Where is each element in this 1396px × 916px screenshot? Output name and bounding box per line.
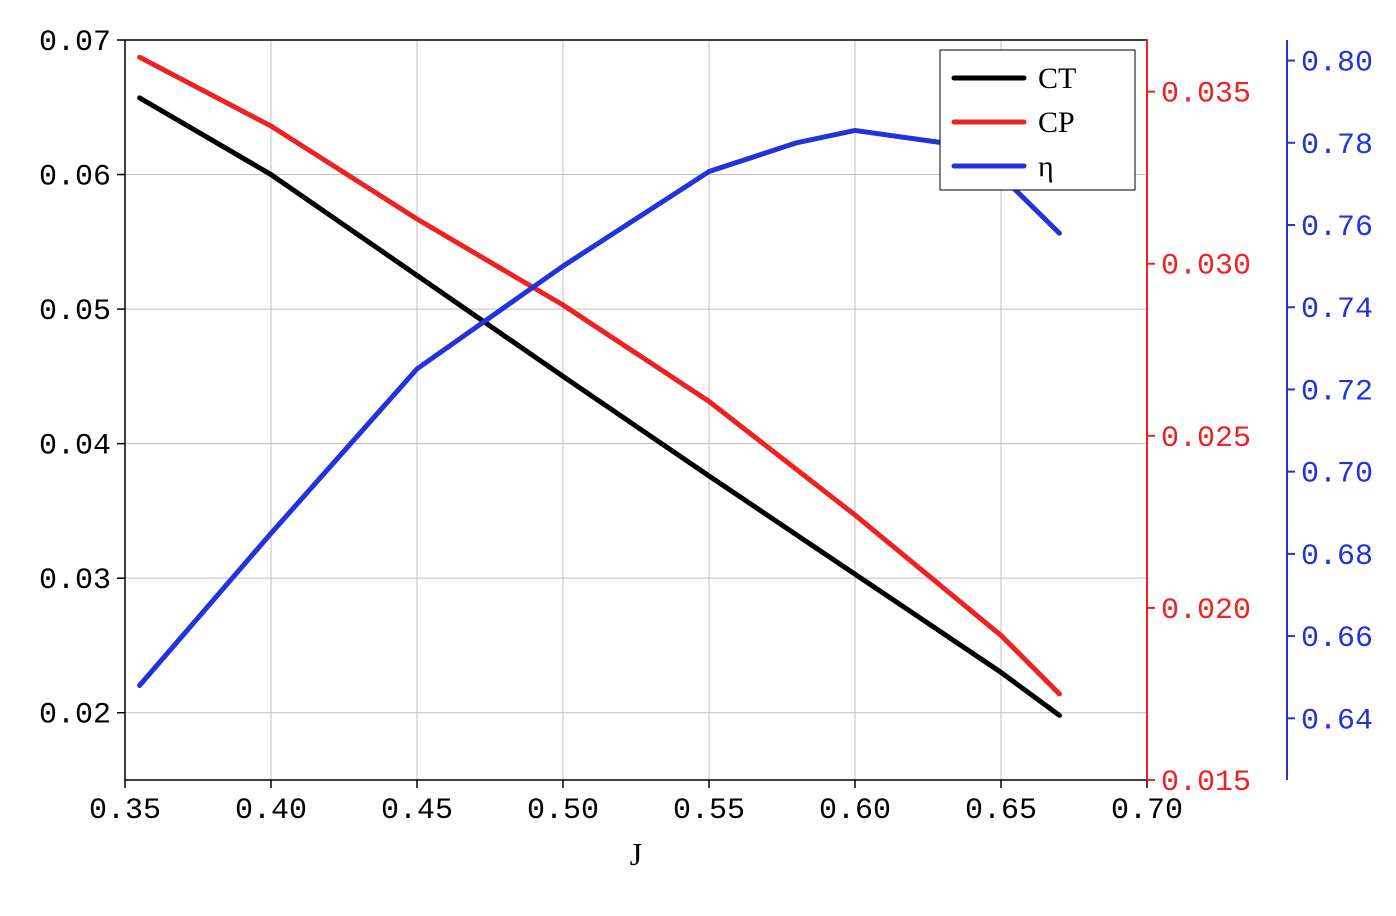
y-right2-tick-label: 0.74: [1301, 293, 1373, 327]
y-right2-tick-label: 0.72: [1301, 375, 1373, 409]
x-tick-label: 0.45: [381, 794, 453, 828]
y-right1-tick-label: 0.030: [1161, 250, 1251, 284]
x-tick-label: 0.60: [819, 794, 891, 828]
legend-label: η: [1038, 150, 1054, 183]
x-tick-label: 0.35: [89, 794, 161, 828]
x-tick-label: 0.55: [673, 794, 745, 828]
legend-label: CT: [1038, 62, 1076, 95]
chart-container: 0.35 0.40 0.45 0.50 0.55 0.60 0.65 0.70 J 0.02 0.0…: [0, 0, 1396, 916]
y-right2-tick-label: 0.76: [1301, 211, 1373, 245]
legend: CT CP η: [940, 50, 1135, 190]
y-left-tick-label: 0.04: [39, 430, 111, 464]
x-axis-label: J: [630, 836, 642, 872]
y-right2-tick-label: 0.66: [1301, 622, 1373, 656]
y-right1-tick-label: 0.020: [1161, 594, 1251, 628]
y-left-tick-label: 0.03: [39, 564, 111, 598]
y-right1-tick-label: 0.015: [1161, 766, 1251, 800]
y-right2-tick-label: 0.64: [1301, 704, 1373, 738]
legend-label: CP: [1038, 106, 1075, 139]
y-left-tick-label: 0.02: [39, 699, 111, 733]
chart-svg: 0.35 0.40 0.45 0.50 0.55 0.60 0.65 0.70 J 0.02 0.0…: [0, 0, 1396, 916]
x-tick-label: 0.50: [527, 794, 599, 828]
y-left-tick-label: 0.06: [39, 161, 111, 195]
y-right2-tick-label: 0.68: [1301, 540, 1373, 574]
y-left-tick-label: 0.05: [39, 295, 111, 329]
x-tick-label: 0.40: [235, 794, 307, 828]
y-right1-tick-label: 0.035: [1161, 78, 1251, 112]
y-right2-tick-label: 0.80: [1301, 47, 1373, 81]
y-right2-tick-label: 0.70: [1301, 458, 1373, 492]
y-right1-tick-label: 0.025: [1161, 422, 1251, 456]
x-tick-label: 0.65: [965, 794, 1037, 828]
y-left-tick-label: 0.07: [39, 26, 111, 60]
y-right2-tick-label: 0.78: [1301, 129, 1373, 163]
